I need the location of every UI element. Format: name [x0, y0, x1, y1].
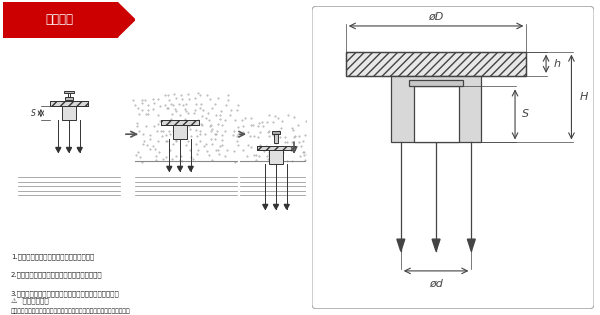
- Bar: [346, 52, 526, 76]
- FancyBboxPatch shape: [5, 40, 308, 294]
- Text: ⚠  施工上の注意: ⚠ 施工上の注意: [11, 298, 49, 304]
- Polygon shape: [56, 147, 61, 152]
- Polygon shape: [67, 147, 71, 152]
- Polygon shape: [432, 239, 440, 251]
- Polygon shape: [77, 147, 82, 152]
- Polygon shape: [274, 204, 278, 209]
- Bar: [161, 120, 199, 125]
- Bar: [274, 134, 278, 143]
- FancyBboxPatch shape: [312, 6, 594, 309]
- Bar: [65, 97, 73, 100]
- Bar: [62, 106, 76, 120]
- Bar: [409, 80, 463, 86]
- Bar: [272, 131, 280, 134]
- Polygon shape: [188, 166, 193, 171]
- Text: h: h: [553, 59, 560, 69]
- Text: ød: ød: [429, 278, 443, 289]
- Bar: [346, 52, 526, 76]
- Bar: [161, 120, 199, 125]
- Polygon shape: [263, 204, 268, 209]
- Text: øD: øD: [428, 12, 444, 22]
- Text: S: S: [31, 109, 36, 117]
- Text: 1.墨出し位置にインサートを正確に設置。: 1.墨出し位置にインサートを正確に設置。: [11, 254, 94, 260]
- Bar: [269, 150, 283, 164]
- Bar: [3, 2, 116, 38]
- Bar: [64, 91, 74, 93]
- Polygon shape: [467, 239, 475, 251]
- Text: 2.金具頭部をハンマーで垂直に叩き込みます。: 2.金具頭部をハンマーで垂直に叩き込みます。: [11, 272, 103, 278]
- Text: 取付手順: 取付手順: [46, 13, 74, 26]
- Bar: [257, 146, 295, 150]
- Text: ・インサート打ち込み時の振動により本体が浮き上がる場合が有ります。: ・インサート打ち込み時の振動により本体が浮き上がる場合が有ります。: [11, 308, 130, 314]
- Bar: [50, 101, 88, 106]
- Bar: [257, 146, 295, 150]
- Polygon shape: [167, 166, 172, 171]
- Text: 3.ボルトは緩みのないよう最後までねじ込んで下さい。: 3.ボルトは緩みのないよう最後までねじ込んで下さい。: [11, 290, 119, 297]
- Polygon shape: [178, 166, 182, 171]
- Text: S: S: [522, 109, 529, 119]
- Bar: [173, 125, 187, 139]
- Bar: [391, 76, 481, 142]
- Bar: [413, 86, 458, 142]
- Polygon shape: [397, 239, 405, 251]
- Polygon shape: [116, 2, 135, 38]
- Text: H: H: [580, 92, 589, 102]
- Polygon shape: [284, 204, 289, 209]
- Bar: [50, 101, 88, 106]
